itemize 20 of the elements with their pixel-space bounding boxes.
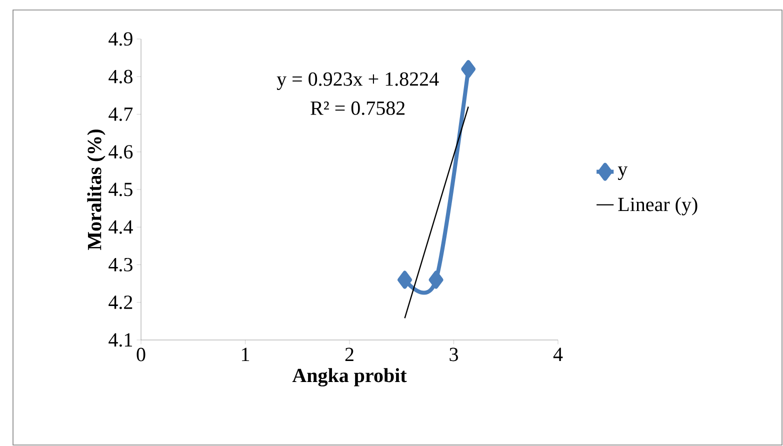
x-tick-label: 3 [450, 348, 458, 362]
y-tick-label: 4.9 [108, 32, 132, 46]
y-tick-label: 4.7 [108, 108, 133, 121]
annotation: y = 0.923x + 1.8224 [276, 72, 439, 90]
y-tick-label: 4.1 [108, 333, 132, 347]
x-tick-label: 1 [242, 348, 250, 361]
y-tick-label: 4.4 [108, 220, 133, 234]
x-tick-label: 4 [553, 348, 563, 361]
y-tick-label: 4.2 [108, 296, 132, 310]
legend-label: Linear (y) [618, 197, 698, 216]
x-tick-label: 2 [345, 348, 354, 362]
legend-label: y [618, 166, 628, 180]
x-tick-label: 0 [136, 348, 146, 362]
y-axis-title: Moralitas (%) [87, 130, 106, 250]
y-tick-label: 4.6 [108, 145, 133, 159]
y-tick-label: 4.3 [108, 258, 132, 272]
annotation: R² = 0.7582 [310, 101, 405, 116]
x-axis-title: Angka probit [292, 368, 407, 386]
y-tick-label: 4.5 [108, 182, 132, 196]
y-tick-label: 4.8 [108, 70, 132, 84]
